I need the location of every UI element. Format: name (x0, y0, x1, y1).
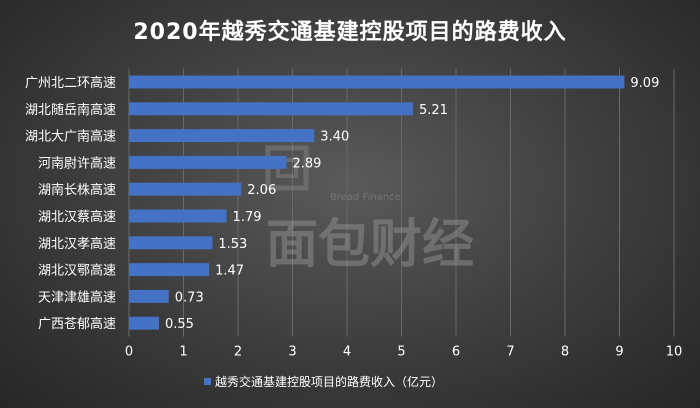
bar (129, 316, 159, 330)
bar (129, 236, 213, 250)
x-tick-label: 5 (397, 345, 405, 360)
x-tick-label: 4 (343, 345, 351, 360)
data-label: 1.53 (218, 237, 247, 252)
legend-swatch (204, 378, 211, 385)
bar (129, 263, 210, 277)
bar (129, 129, 315, 143)
bar (129, 155, 287, 169)
watermark-en: Bread Finance (330, 192, 401, 203)
legend-label: 越秀交通基建控股项目的路费收入（亿元） (215, 374, 443, 389)
category-label: 河南尉许高速 (38, 155, 116, 171)
data-label: 9.09 (630, 76, 659, 91)
data-label: 2.89 (293, 156, 322, 171)
bar (129, 102, 413, 116)
watermark-cn: 面包财经 (266, 215, 474, 275)
x-tick-label: 2 (234, 345, 242, 360)
watermark-logo: 面包财经 Bread Finance (265, 145, 474, 275)
chart-title: 2020年越秀交通基建控股项目的路费收入 (133, 20, 567, 45)
x-tick-label: 10 (666, 345, 683, 360)
data-label: 0.73 (175, 290, 204, 305)
bar (129, 75, 625, 89)
value-labels: 9.09 5.21 3.40 2.89 2.06 1.79 1.53 1.47 0.73 0.55 (165, 76, 659, 332)
category-label: 湖北汉蔡高速 (38, 209, 116, 225)
category-label: 湖北大广南高速 (25, 129, 116, 145)
x-tick-label: 1 (179, 345, 187, 360)
x-tick-label: 3 (288, 345, 296, 360)
data-label: 0.55 (165, 317, 194, 332)
legend: 越秀交通基建控股项目的路费收入（亿元） (204, 374, 443, 389)
x-tick-label: 7 (506, 345, 514, 360)
bars (129, 75, 625, 330)
category-label: 湖北汉鄂高速 (38, 263, 116, 279)
category-labels: 广州北二环高速湖北随岳南高速湖北大广南高速河南尉许高速湖南长株高速湖北汉蔡高速湖… (25, 75, 116, 332)
data-label: 3.40 (320, 130, 349, 145)
category-label: 天津津雄高速 (38, 289, 116, 305)
category-label: 湖北随岳南高速 (25, 102, 116, 118)
x-tick-label: 8 (561, 345, 569, 360)
data-label: 1.47 (215, 264, 244, 279)
category-label: 广州北二环高速 (25, 75, 116, 91)
bar (129, 209, 227, 223)
x-axis-ticks: 0 1 2 3 4 5 6 7 8 9 10 (125, 345, 682, 360)
bar (129, 182, 242, 196)
data-label: 5.21 (419, 103, 448, 118)
x-tick-label: 0 (125, 345, 133, 360)
category-label: 湖北汉孝高速 (38, 236, 116, 252)
x-tick-label: 6 (452, 345, 460, 360)
category-label: 湖南长株高速 (38, 182, 116, 198)
bar (129, 289, 169, 303)
x-tick-label: 9 (615, 345, 623, 360)
data-label: 2.06 (247, 183, 276, 198)
data-label: 1.79 (233, 210, 262, 225)
category-label: 广西苍郁高速 (38, 316, 116, 332)
